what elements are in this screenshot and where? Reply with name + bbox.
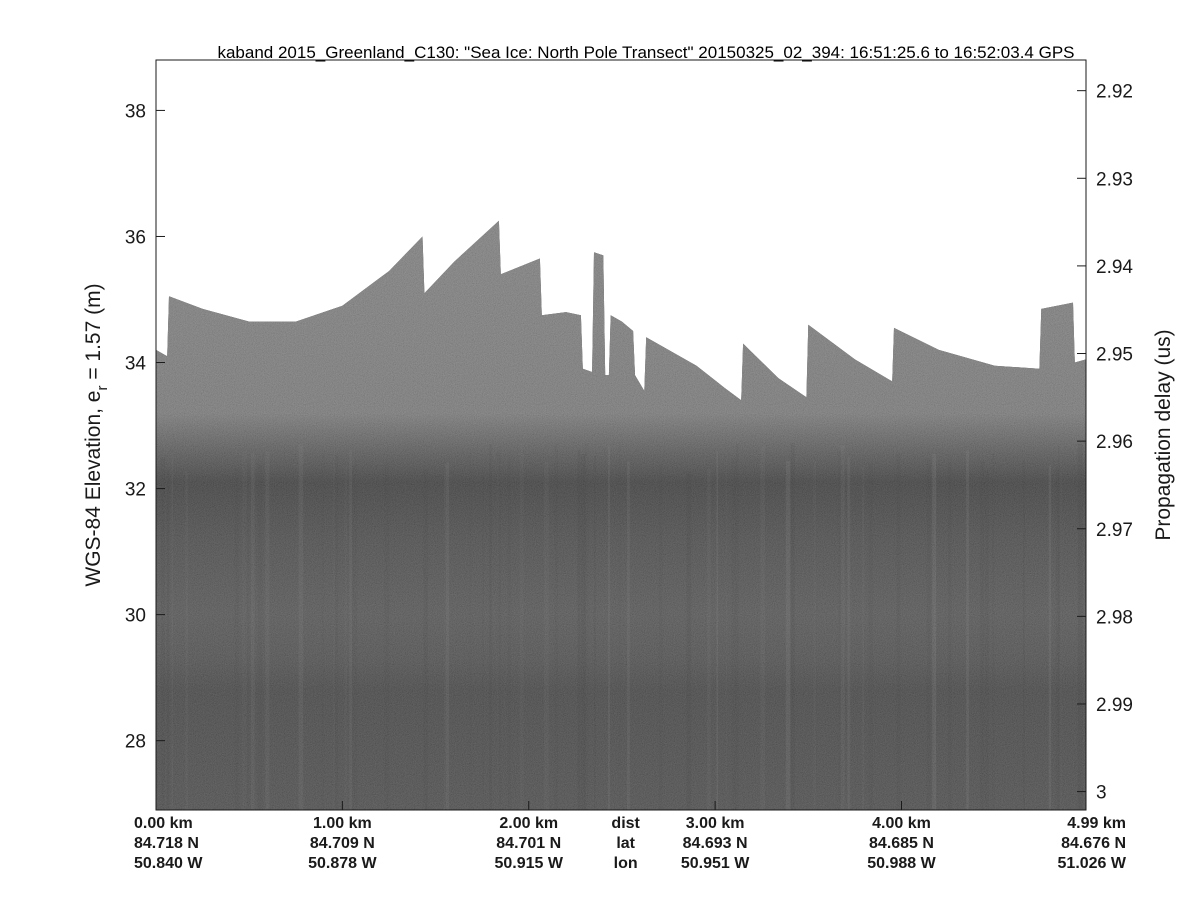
x-tick-lon-label: 50.840 W [134,855,203,872]
x-tick-lon-label: 50.951 W [681,855,750,872]
left-y-tick-label: 28 [125,732,146,753]
right-y-tick-label: 2.99 [1096,695,1133,716]
left-y-tick-label: 32 [125,480,146,501]
right-y-tick-label: 2.96 [1096,432,1133,453]
x-axis-row-labels: dist lat lon [611,815,640,872]
right-y-tick-label: 2.95 [1096,345,1133,366]
x-tick-lat-label: 84.718 N [134,835,199,852]
right-y-tick-label: 2.93 [1096,169,1133,190]
left-y-axis: 28 30 32 34 36 38 [125,101,165,753]
right-y-tick-label: 3 [1096,783,1107,804]
left-y-axis-label: WGS-84 Elevation, er = 1.57 (m) [82,283,111,586]
x-row-label-lat: lat [616,835,635,852]
x-tick-lon-label: 51.026 W [1058,855,1127,872]
left-y-axis-label-subscript: r [94,386,111,391]
x-tick-lat-label: 84.709 N [310,835,375,852]
x-tick-dist-label: 0.00 km [134,815,193,832]
x-tick-dist-label: 2.00 km [499,815,558,832]
plot-area [156,220,1086,810]
chart-title: kaband 2015_Greenland_C130: "Sea Ice: No… [217,43,1074,62]
left-y-axis-label-tail: = 1.57 (m) [82,283,105,385]
x-tick-lat-label: 84.693 N [683,835,748,852]
x-row-label-dist: dist [611,815,640,832]
left-y-tick-label: 36 [125,227,146,248]
right-y-tick-label: 2.98 [1096,607,1133,628]
axes-box [155,59,1087,811]
x-tick-dist-label: 4.00 km [872,815,931,832]
x-row-label-lon: lon [614,855,638,872]
left-y-tick-label: 34 [125,354,147,375]
radar-data-image [156,220,1086,810]
right-y-tick-label: 2.94 [1096,257,1133,278]
x-tick-dist-label: 3.00 km [686,815,745,832]
left-y-axis-label-main: WGS-84 Elevation, e [82,391,105,587]
x-tick-lat-label: 84.701 N [496,835,561,852]
x-tick-lon-label: 50.915 W [495,855,564,872]
x-tick-dist-label: 4.99 km [1067,815,1126,832]
x-tick-lat-label: 84.676 N [1061,835,1126,852]
right-y-axis-label: Propagation delay (us) [1152,329,1175,540]
right-y-tick-label: 2.92 [1096,82,1133,103]
echogram-speckle [156,220,1086,810]
x-axis: 0.00 km 84.718 N 50.840 W 1.00 km 84.709 N 50… [134,801,1127,872]
x-tick-lon-label: 50.878 W [308,855,377,872]
x-tick-dist-label: 1.00 km [313,815,372,832]
x-tick-lat-label: 84.685 N [869,835,934,852]
right-y-tick-label: 2.97 [1096,520,1133,541]
left-y-tick-label: 30 [125,606,146,627]
x-tick-lon-label: 50.988 W [867,855,936,872]
left-y-tick-label: 38 [125,101,146,122]
right-y-axis: 2.92 2.93 2.94 2.95 2.96 2.97 2.98 2.99 3 [1077,82,1133,804]
